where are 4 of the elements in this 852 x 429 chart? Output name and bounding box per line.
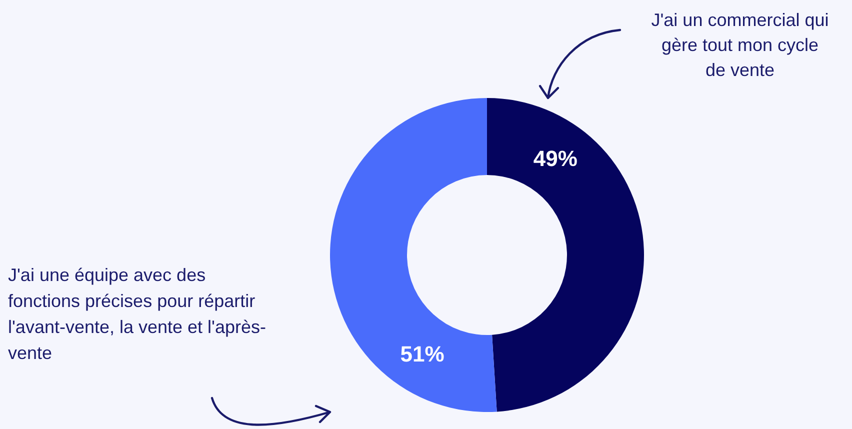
data-label: 49%: [533, 146, 578, 171]
slice-label: J'ai un commercial qui gère tout mon cycle de vente: [650, 9, 830, 82]
data-label: 51%: [400, 342, 444, 367]
slice-label: J'ai une équipe avec des fonctions précises pour répartir l'avant-vente, la vente et l'après-vente: [8, 264, 268, 365]
